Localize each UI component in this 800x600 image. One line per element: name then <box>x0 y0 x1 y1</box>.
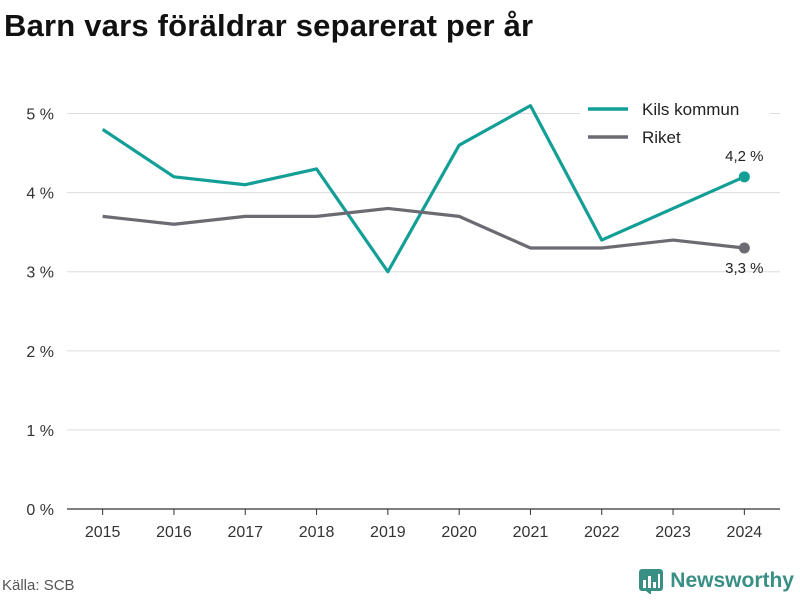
x-tick-label: 2015 <box>85 524 121 541</box>
y-tick-label: 2 % <box>26 344 54 361</box>
x-tick-label: 2021 <box>513 524 549 541</box>
end-value-label: 4,2 % <box>725 148 763 165</box>
x-tick-label: 2017 <box>227 524 263 541</box>
x-tick-label: 2024 <box>727 524 763 541</box>
line-chart: 0 %1 %2 %3 %4 %5 % 2015 2016 2017 2018 2019 2… <box>26 94 780 541</box>
x-tick-label: 2023 <box>655 524 691 541</box>
source-label: Källa: SCB <box>2 577 75 594</box>
y-tick-label: 4 % <box>26 186 54 203</box>
end-value-label: 3,3 % <box>725 260 763 277</box>
legend-background <box>580 94 770 154</box>
chart-title: Barn vars föräldrar separerat per år <box>4 8 534 43</box>
legend: Kils kommun Riket <box>580 94 770 154</box>
x-tick-label: 2016 <box>156 524 192 541</box>
series-end-point <box>738 171 750 183</box>
series-line <box>102 206 745 250</box>
series-end-point <box>738 242 750 254</box>
x-tick-label: 2022 <box>584 524 620 541</box>
bar-chart-logo-icon <box>639 569 664 594</box>
end-labels: 4,2 % 3,3 % <box>725 148 763 277</box>
x-tick-label: 2020 <box>441 524 477 541</box>
y-tick-label: 5 % <box>26 107 54 124</box>
y-tick-label: 1 % <box>26 423 54 440</box>
x-tick-label: 2019 <box>370 524 406 541</box>
series-lines <box>101 104 750 274</box>
y-axis-ticks: 0 % 1 % 2 % 3 % 4 % 5 % <box>26 107 54 519</box>
legend-label[interactable]: Riket <box>642 128 681 147</box>
legend-label[interactable]: Kils kommun <box>642 100 739 119</box>
x-tick-label: 2018 <box>299 524 335 541</box>
brand-logo[interactable]: Newsworthy <box>638 568 794 594</box>
brand-name: Newsworthy <box>670 569 794 592</box>
x-axis: 2015 2016 2017 2018 2019 2020 2021 2022 2023 2024 <box>85 509 762 541</box>
y-tick-label: 0 % <box>26 502 54 519</box>
y-tick-label: 3 % <box>26 265 54 282</box>
series-line <box>101 104 745 274</box>
gridlines <box>67 113 780 510</box>
